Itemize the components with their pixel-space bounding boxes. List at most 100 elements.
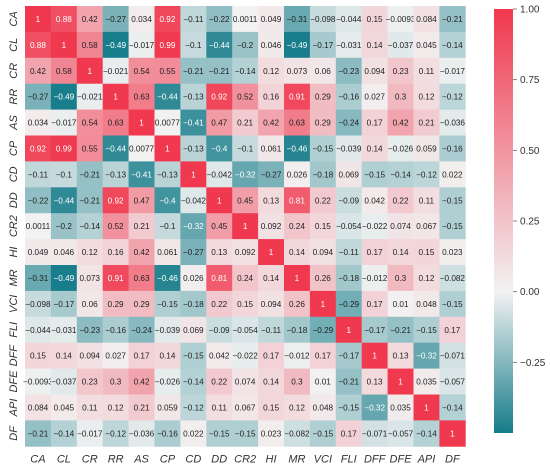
cell-value-label: 0.42 [393,119,409,128]
heatmap-cell [50,368,78,395]
heatmap-cell [387,290,414,318]
heatmap-cell [361,187,388,214]
cell-value-label: −0.29 [338,300,359,309]
heatmap-cell [309,57,337,85]
cell-value-label: −0.16 [105,326,126,335]
heatmap-cell [258,394,285,421]
heatmap-cell [413,265,440,292]
colorbar-tick-label: 0.00 [520,287,540,298]
y-tick-label: CR2 [8,215,20,237]
heatmap-cell [284,239,311,266]
heatmap-cell [206,57,233,85]
cell-value-label: 0.17 [367,119,383,128]
heatmap-cell [413,57,440,85]
cell-value-label: −0.18 [338,274,359,283]
cell-value-label: 0.99 [56,144,72,153]
cell-value-label: −0.18 [183,300,204,309]
cell-value-label: −0.022 [233,352,259,361]
cell-value-label: 0.42 [263,119,279,128]
heatmap-cell [180,420,207,447]
heatmap-cell [50,109,78,136]
heatmap-cell [335,420,363,447]
heatmap-cell [232,213,259,240]
heatmap-cell [387,316,414,344]
heatmap-cell [50,161,78,188]
cell-value-label: −0.082 [284,429,310,438]
heatmap-cell [102,290,129,318]
cell-value-label: −0.21 [338,378,359,387]
cell-value-label: 0.046 [261,41,282,50]
heatmap-cell [180,368,207,395]
x-tick-label: CR2 [234,453,256,465]
cell-value-label: 0.048 [416,300,437,309]
heatmap-cell [309,187,337,214]
cell-value-label: 0.01 [315,378,331,387]
heatmap-cell [387,135,414,162]
cell-value-label: −0.44 [53,196,74,205]
heatmap-cell [258,420,285,447]
heatmap-cell [284,290,311,318]
heatmap-cell [25,57,52,85]
cell-value-label: 0.15 [418,248,434,257]
heatmap-cell [102,342,129,369]
cell-value-label: 0.094 [313,248,334,257]
heatmap-cell [413,6,440,33]
cell-value-label: 0.11 [419,196,435,205]
cell-value-label: −0.32 [183,222,204,231]
heatmap-cell [232,290,259,318]
cell-value-label: 1 [295,274,300,283]
cell-value-label: −0.037 [51,378,77,387]
heatmap-cell [180,109,207,136]
heatmap-cell [232,135,259,162]
cell-value-label: −0.15 [416,326,437,335]
cell-value-label: 0.58 [82,41,98,50]
heatmap-cell [361,135,388,162]
heatmap-cell [387,31,414,59]
cell-value-label: −0.021 [77,93,103,102]
heatmap-cell [361,31,388,59]
cell-value-label: 1 [62,41,67,50]
heatmap-cell [25,109,52,136]
heatmap-cell [335,83,363,110]
heatmap-cell [361,83,388,110]
cell-value-label: −0.2 [237,41,254,50]
cell-value-label: −0.1 [56,170,73,179]
heatmap-cell [232,316,259,344]
heatmap-cell [76,213,104,240]
heatmap-cell [154,83,181,110]
heatmap-cell [309,316,337,344]
heatmap-cell [361,368,388,395]
cell-value-label: 0.26 [289,300,305,309]
heatmap-cell [361,239,388,266]
heatmap-cell [25,135,52,162]
y-tick-label: API [8,399,20,418]
cell-value-label: 0.06 [315,67,331,76]
heatmap-cell [335,6,363,33]
heatmap-cell [335,161,363,188]
heatmap-cell [128,6,155,33]
cell-value-label: 0.067 [416,222,437,231]
heatmap-cell [439,342,466,369]
x-tick-label: CA [30,453,45,465]
cell-value-label: 0.23 [82,378,98,387]
cell-value-label: −0.031 [51,326,77,335]
cell-value-label: −0.017 [440,67,466,76]
cell-value-label: −0.17 [364,326,385,335]
heatmap-cell [439,368,466,395]
cell-value-label: −0.026 [388,144,414,153]
heatmap-cell [180,57,207,85]
cell-value-label: 0.12 [289,403,305,412]
heatmap-cell [25,213,52,240]
heatmap-cell [50,213,78,240]
cell-value-label: 0.069 [183,326,204,335]
cell-value-label: −0.18 [287,326,308,335]
cell-value-label: −0.4 [211,144,228,153]
heatmap-cell [387,213,414,240]
cell-value-label: 0.092 [235,248,256,257]
cell-value-label: 0.3 [395,274,407,283]
cell-value-label: −0.054 [336,222,362,231]
heatmap-cell [128,239,155,266]
cell-value-label: −0.021 [103,67,129,76]
heatmap-cell [439,109,466,136]
heatmap-cell [102,316,129,344]
